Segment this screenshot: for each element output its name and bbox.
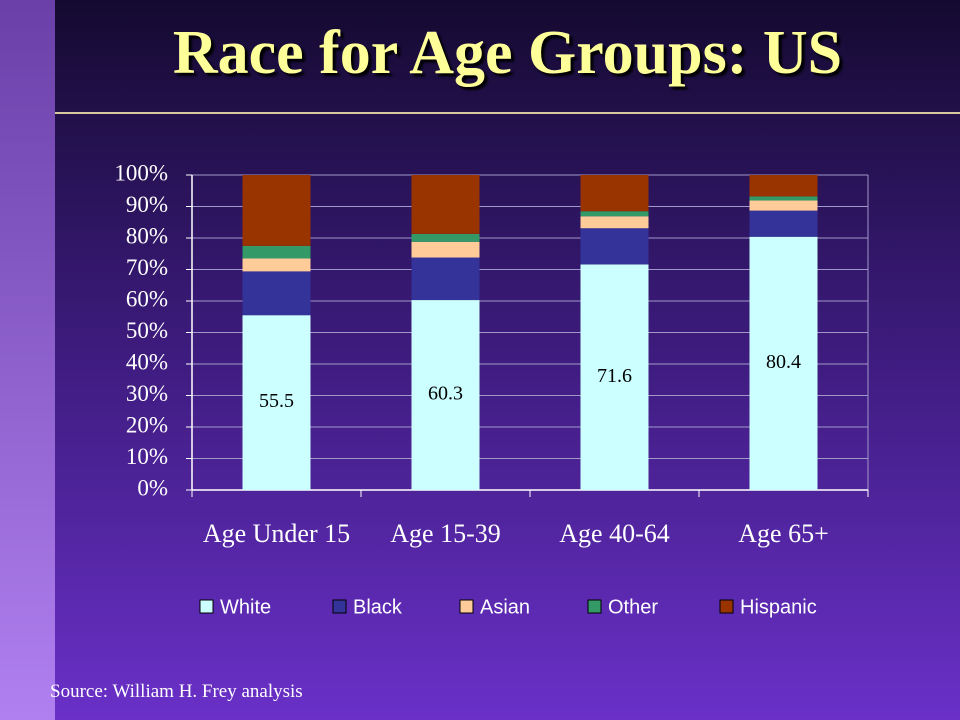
y-tick-label: 10% bbox=[126, 444, 168, 469]
bar-segment bbox=[242, 245, 311, 259]
side-strip bbox=[0, 0, 55, 720]
bar-segment bbox=[411, 175, 480, 234]
bar-segment bbox=[411, 300, 480, 490]
bar-segment bbox=[580, 228, 649, 265]
y-tick-label: 30% bbox=[126, 381, 168, 406]
bar-segment bbox=[749, 236, 818, 490]
legend-swatch bbox=[199, 599, 214, 614]
bar-segment bbox=[580, 175, 649, 212]
bar-segment bbox=[411, 233, 480, 242]
y-tick-label: 20% bbox=[126, 412, 168, 437]
y-tick-label: 0% bbox=[137, 475, 168, 500]
bar-segment bbox=[749, 210, 818, 237]
bar-segment bbox=[411, 241, 480, 258]
data-label: 71.6 bbox=[597, 365, 632, 387]
legend-label: White bbox=[220, 596, 271, 618]
legend-swatch bbox=[459, 599, 474, 614]
y-tick-label: 40% bbox=[126, 349, 168, 374]
bar-segment bbox=[242, 315, 311, 490]
x-tick-label: Age 40-64 bbox=[559, 519, 670, 548]
bar-segment bbox=[242, 271, 311, 316]
title-rule bbox=[55, 112, 960, 114]
bar-segment bbox=[580, 211, 649, 217]
data-label: 55.5 bbox=[259, 390, 294, 412]
y-tick-label: 80% bbox=[126, 223, 168, 248]
bar-segment bbox=[580, 216, 649, 229]
bar-segment bbox=[242, 258, 311, 272]
legend-label: Hispanic bbox=[740, 596, 817, 618]
legend-swatch bbox=[332, 599, 347, 614]
y-tick-label: 100% bbox=[114, 160, 168, 185]
bar-segment bbox=[749, 196, 818, 201]
x-tick-label: Age Under 15 bbox=[202, 519, 351, 548]
source-note: Source: William H. Frey analysis bbox=[50, 681, 303, 702]
legend-swatch bbox=[587, 599, 602, 614]
legend-label: Asian bbox=[480, 596, 530, 618]
chart-title: Race for Age Groups: US bbox=[172, 19, 843, 87]
y-tick-label: 70% bbox=[126, 255, 168, 280]
bar-segment bbox=[242, 175, 311, 246]
bar-segment bbox=[580, 264, 649, 490]
x-tick-label: Age 15-39 bbox=[390, 519, 501, 548]
y-tick-label: 60% bbox=[126, 286, 168, 311]
legend-label: Black bbox=[353, 596, 403, 618]
legend-label: Other bbox=[608, 596, 658, 618]
bar-segment bbox=[411, 257, 480, 301]
bar-segment bbox=[749, 175, 818, 197]
y-tick-label: 50% bbox=[126, 318, 168, 343]
x-tick-label: Age 65+ bbox=[738, 519, 829, 548]
legend-swatch bbox=[719, 599, 734, 614]
data-label: 80.4 bbox=[766, 351, 801, 373]
bar-segment bbox=[749, 200, 818, 211]
data-label: 60.3 bbox=[428, 383, 463, 405]
y-tick-label: 90% bbox=[126, 192, 168, 217]
